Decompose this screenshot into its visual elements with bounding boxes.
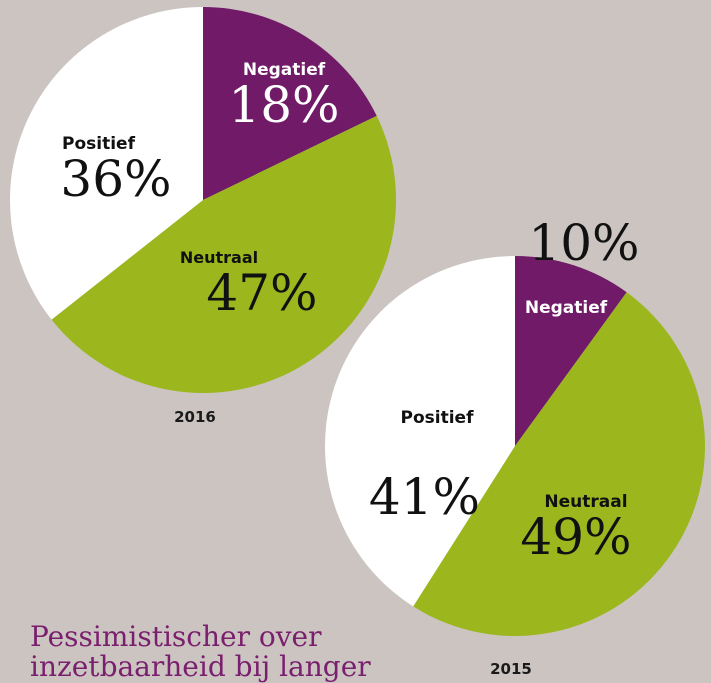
pie-slice-neutraal-2015: [413, 292, 706, 637]
slice-category: Negatief: [242, 60, 326, 80]
slice-category: Negatief: [524, 298, 608, 318]
headline-line-2: inzetbaarheid bij langer: [30, 650, 371, 683]
slice-label-negatief-2016: Negatief 18%: [228, 60, 339, 130]
headline: Pessimistischer over inzetbaarheid bij l…: [30, 622, 390, 682]
pie-slice-negatief-2015: [515, 256, 627, 446]
slice-label-positief-2015: Positief 41%: [369, 408, 480, 522]
slice-category: Neutraal: [544, 492, 628, 512]
pie-slice-neutraal-2016: [51, 115, 396, 393]
year-label-2015: 2015: [490, 660, 532, 678]
slice-label-neutraal-2016: Neutraal 47%: [176, 248, 318, 322]
pie-slice-positief-2015: [325, 256, 515, 607]
slice-percent: 18%: [228, 76, 340, 134]
slice-percent: 36%: [60, 150, 172, 208]
slice-percent: 47%: [206, 264, 318, 322]
headline-line-1: Pessimistischer over: [30, 620, 322, 653]
slice-category: Positief: [400, 408, 474, 428]
slice-percent: 10%: [528, 214, 640, 272]
pie-slice-positief-2016: [10, 7, 203, 320]
pie-chart-2016: [10, 7, 396, 393]
slice-percent: 41%: [368, 468, 481, 526]
slice-category: Positief: [62, 134, 135, 154]
pie-chart-2015: [325, 256, 706, 637]
slice-category: Neutraal: [179, 248, 259, 267]
slice-label-negatief-2015-percent: 10%: [528, 218, 639, 268]
slice-label-neutraal-2015: Neutraal 49%: [520, 492, 631, 562]
slice-percent: 49%: [520, 508, 632, 566]
slice-label-negatief-2015: Negatief: [525, 298, 607, 318]
year-label-2016: 2016: [174, 408, 216, 426]
pie-slice-negatief-2016: [203, 7, 377, 200]
slice-label-positief-2016: Positief 36%: [60, 134, 171, 204]
